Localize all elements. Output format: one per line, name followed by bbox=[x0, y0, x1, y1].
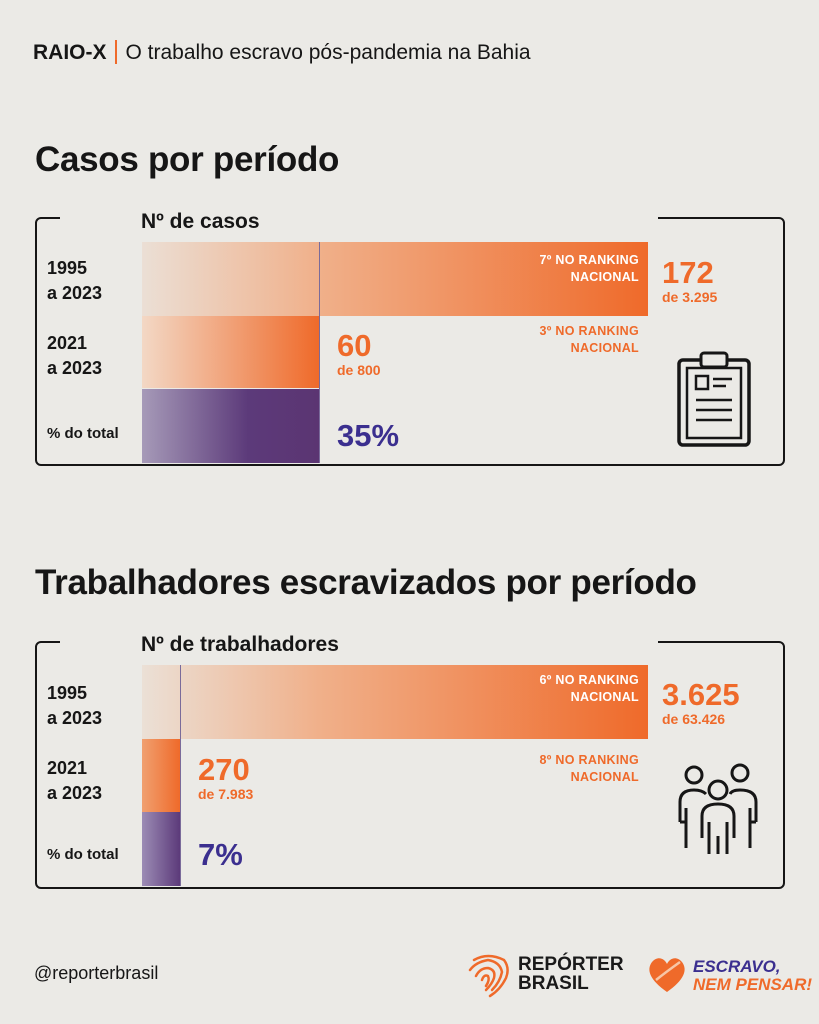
bar-2021-2023-workers bbox=[142, 739, 180, 812]
ranking-2021: 8º NO RANKING NACIONAL bbox=[539, 753, 639, 784]
value-2021-cases: 60 bbox=[337, 328, 372, 363]
row-label-1995: 1995 a 2023 bbox=[47, 258, 103, 303]
total-2021-cases: de 800 bbox=[337, 362, 381, 378]
total-1995-cases: de 3.295 bbox=[662, 289, 718, 305]
total-1995-workers: de 63.426 bbox=[662, 711, 726, 727]
percent-value-workers: 7% bbox=[198, 837, 243, 872]
ranking-1995: 7º NO RANKING NACIONAL bbox=[539, 253, 639, 284]
row-label-2021: 2021 a 2023 bbox=[47, 333, 103, 378]
bar-1995-2023-cases bbox=[142, 242, 648, 316]
row-label-1995: 1995 a 2023 bbox=[47, 683, 103, 728]
bar-1995-2023-workers bbox=[142, 665, 648, 739]
section2-sublabel: Nº de trabalhadores bbox=[141, 633, 339, 656]
header-separator bbox=[114, 40, 117, 64]
bar-percent-cases bbox=[142, 389, 319, 463]
frame-gap bbox=[60, 205, 658, 243]
section1-sublabel: Nº de casos bbox=[141, 210, 260, 233]
percent-marker-line bbox=[180, 665, 181, 886]
value-1995-workers: 3.625 bbox=[662, 677, 740, 712]
ranking-1995: 6º NO RANKING NACIONAL bbox=[539, 673, 639, 704]
pct-label: % do total bbox=[47, 425, 119, 442]
social-handle: @reporterbrasil bbox=[34, 963, 159, 983]
group-of-people-icon bbox=[678, 763, 758, 854]
frame-gap-2 bbox=[60, 628, 658, 666]
bar-percent-workers bbox=[142, 812, 180, 886]
bar-2021-2023-cases bbox=[142, 316, 319, 388]
header-title: O trabalho escravo pós-pandemia na Bahia bbox=[125, 41, 531, 64]
section2-title: Trabalhadores escravizados por período bbox=[35, 563, 697, 602]
pct-label: % do total bbox=[47, 846, 119, 863]
clipboard-icon bbox=[677, 351, 751, 447]
logo-escravo-nem-pensar: ESCRAVO, NEM PENSAR! bbox=[693, 957, 813, 994]
percent-value-cases: 35% bbox=[337, 418, 400, 453]
header: RAIO-X O trabalho escravo pós-pandemia na… bbox=[33, 40, 531, 65]
row-label-2021: 2021 a 2023 bbox=[47, 758, 103, 803]
logo-reporter-brasil: REPÓRTER BRASIL bbox=[518, 954, 624, 994]
header-tag: RAIO-X bbox=[33, 41, 107, 64]
value-2021-workers: 270 bbox=[198, 752, 250, 787]
section1-title: Casos por período bbox=[35, 140, 340, 179]
value-1995-cases: 172 bbox=[662, 255, 714, 290]
total-2021-workers: de 7.983 bbox=[198, 786, 254, 802]
ranking-2021: 3º NO RANKING NACIONAL bbox=[539, 324, 639, 355]
brazil-fingerprint-icon bbox=[468, 954, 509, 998]
percent-marker-line bbox=[319, 242, 320, 463]
heart-leaf-icon bbox=[649, 958, 685, 992]
